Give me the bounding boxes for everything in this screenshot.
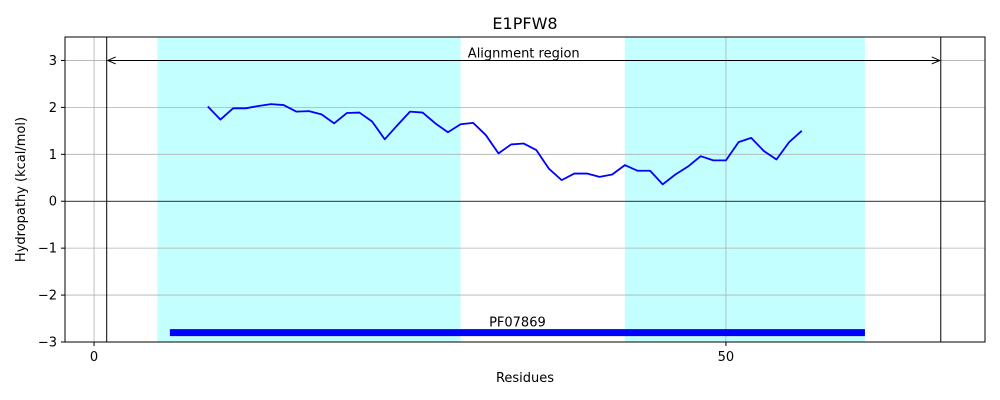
axis-ticks: 0 50 3 2 1 0 −1 −2 −3: [38, 54, 734, 365]
y-tick-label: −3: [38, 336, 57, 351]
shaded-regions: [157, 37, 865, 342]
alignment-label: Alignment region: [468, 46, 580, 61]
domain-label: PF07869: [489, 316, 546, 331]
y-tick-label: 1: [49, 148, 57, 163]
x-tick-label: 0: [90, 350, 98, 365]
x-axis-label: Residues: [496, 371, 554, 386]
y-tick-label: 3: [49, 54, 57, 69]
annotations: Alignment region PF07869: [106, 46, 942, 337]
reference-lines: [65, 37, 985, 342]
y-tick-label: −1: [38, 242, 57, 257]
y-tick-label: 2: [49, 101, 57, 116]
shaded-region: [157, 37, 461, 342]
data-lines: [207, 103, 803, 186]
chart-title: E1PFW8: [492, 14, 557, 33]
y-tick-label: −2: [38, 289, 57, 304]
y-axis-label: Hydropathy (kcal/mol): [14, 117, 29, 262]
hydropathy-line: [207, 103, 803, 186]
domain-bar: [169, 329, 865, 337]
plot-frame: [64, 36, 986, 343]
alignment-arrowhead-left: [106, 56, 116, 65]
shaded-region: [624, 37, 865, 342]
y-tick-label: 0: [49, 195, 57, 210]
x-tick-label: 50: [718, 350, 735, 365]
alignment-arrowhead-right: [931, 56, 942, 65]
